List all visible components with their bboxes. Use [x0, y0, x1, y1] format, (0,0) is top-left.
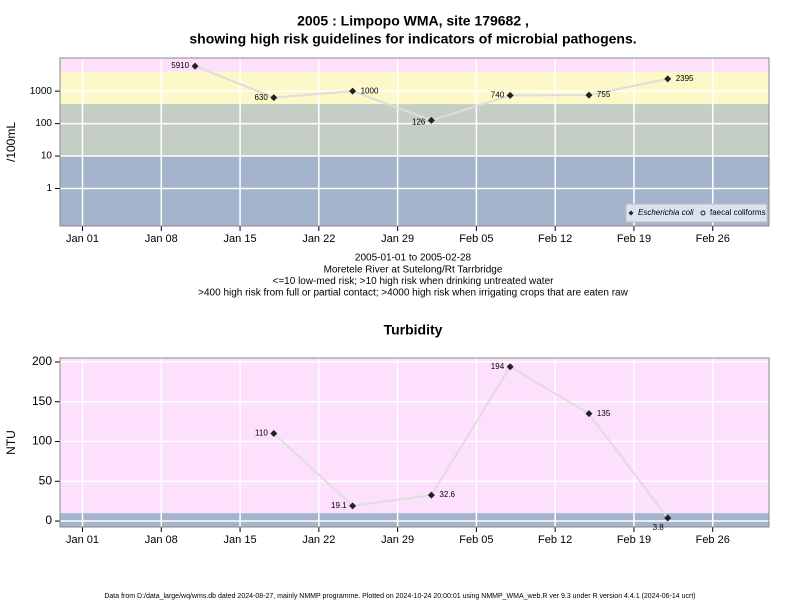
data-label: 135	[597, 409, 611, 418]
x-tick-label: Jan 08	[145, 233, 178, 245]
data-point	[585, 91, 593, 99]
x-tick-label: Feb 05	[459, 233, 493, 245]
data-point	[506, 363, 514, 371]
chart-title: 2005 : Limpopo WMA, site 179682 ,	[297, 13, 529, 29]
x-tick-label: Feb 12	[538, 233, 572, 245]
legend-label: Escherichia coli	[638, 208, 694, 217]
data-point	[664, 75, 672, 83]
chart-title: Turbidity	[384, 322, 443, 338]
x-tick-label: Jan 29	[381, 534, 414, 546]
y-tick-label: 1	[46, 183, 52, 194]
y-axis-label: /100mL	[4, 122, 18, 162]
y-tick-label: 100	[35, 118, 52, 129]
data-label: 32.6	[439, 490, 455, 499]
y-tick-label: 10	[41, 151, 53, 162]
risk-band	[60, 71, 769, 105]
data-point	[427, 491, 435, 499]
data-label: 630	[254, 93, 268, 102]
data-point	[270, 94, 278, 102]
risk-band	[60, 104, 769, 157]
data-label: 126	[412, 117, 426, 126]
note: 2005-01-01 to 2005-02-28	[355, 253, 472, 264]
chart-title: showing high risk guidelines for indicat…	[189, 31, 636, 47]
y-axis-label: NTU	[4, 430, 18, 455]
note: <=10 low-med risk; >10 high risk when dr…	[273, 276, 555, 287]
legend-symbol	[628, 210, 634, 216]
x-tick-label: Jan 08	[145, 534, 178, 546]
x-tick-label: Jan 01	[66, 534, 99, 546]
note: Moretele River at Sutelong/Rt Tarrbridge	[324, 264, 503, 275]
legend-label: faecal coliforms	[710, 208, 766, 217]
data-label: 19.1	[331, 501, 347, 510]
x-tick-label: Feb 05	[459, 534, 493, 546]
x-tick-label: Feb 19	[617, 233, 651, 245]
data-label: 2395	[676, 74, 694, 83]
y-tick-label: 150	[32, 394, 52, 408]
data-point	[349, 502, 357, 510]
data-label: 1000	[361, 86, 379, 95]
data-label: 755	[597, 90, 611, 99]
data-point	[270, 430, 278, 438]
x-tick-label: Jan 01	[66, 233, 99, 245]
y-tick-label: 0	[45, 513, 52, 527]
data-point	[427, 116, 435, 124]
data-label: 110	[255, 429, 268, 438]
data-label: 740	[491, 90, 505, 99]
y-tick-label: 200	[32, 354, 52, 368]
x-tick-label: Feb 26	[696, 534, 730, 546]
x-tick-label: Feb 12	[538, 534, 572, 546]
data-point	[585, 410, 593, 418]
risk-band	[60, 513, 769, 527]
x-tick-label: Feb 26	[696, 233, 730, 245]
y-tick-label: 100	[32, 434, 52, 448]
data-label: 3.8	[653, 523, 665, 532]
footer: Data from D:/data_large/wq/wms.db dated …	[104, 593, 695, 600]
plot-frame	[59, 357, 770, 528]
data-point	[664, 514, 672, 522]
x-tick-label: Jan 15	[224, 233, 257, 245]
note: >400 high risk from full or partial cont…	[198, 288, 628, 299]
data-point	[506, 91, 514, 99]
x-tick-label: Jan 22	[302, 233, 335, 245]
x-tick-label: Feb 19	[617, 534, 651, 546]
series-line	[273, 365, 669, 519]
data-point	[349, 87, 357, 95]
legend-box	[625, 203, 768, 223]
risk-band	[60, 358, 769, 514]
legend-symbol	[700, 210, 706, 216]
data-label: 5910	[171, 61, 189, 70]
y-tick-label: 1000	[30, 86, 53, 97]
y-tick-label: 50	[39, 473, 53, 487]
plot-frame	[59, 57, 770, 227]
data-label: 194	[491, 362, 505, 371]
x-tick-label: Jan 15	[224, 534, 257, 546]
data-point	[191, 62, 199, 70]
x-tick-label: Jan 29	[381, 233, 414, 245]
risk-band	[60, 58, 769, 72]
x-tick-label: Jan 22	[302, 534, 335, 546]
